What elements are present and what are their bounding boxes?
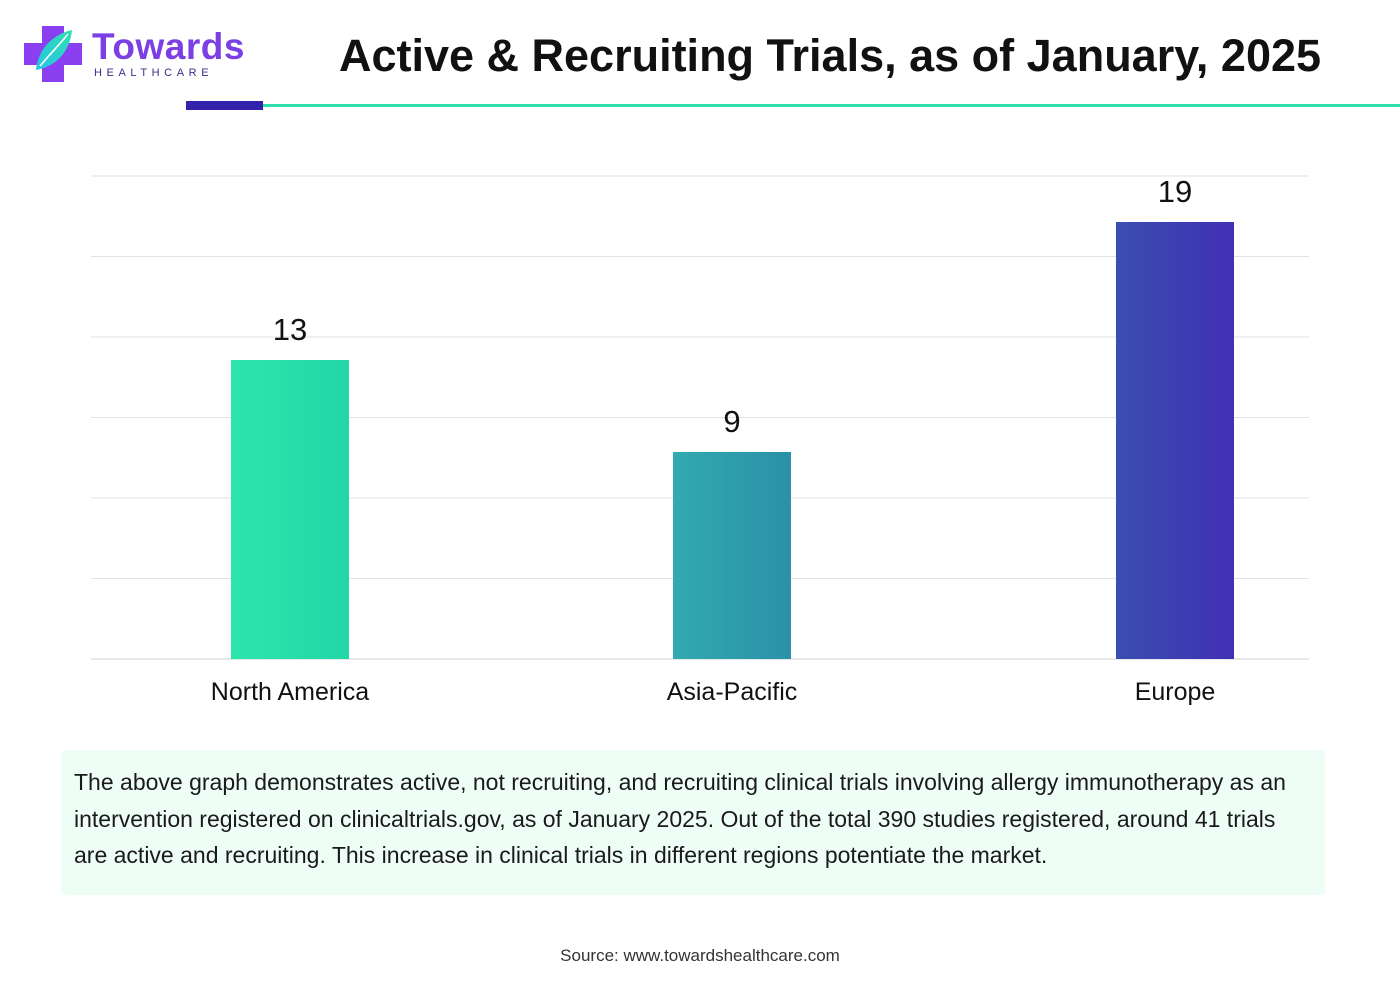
- header-divider: [262, 104, 1400, 107]
- caption-box: The above graph demonstrates active, not…: [61, 750, 1325, 895]
- medical-cross-leaf-icon: [24, 26, 82, 82]
- x-tick-label: Europe: [1135, 678, 1216, 706]
- data-label: 19: [1158, 174, 1192, 209]
- data-label: 9: [723, 404, 740, 439]
- data-label: 13: [273, 312, 307, 347]
- brand-logo: Towards HEALTHCARE: [22, 24, 252, 88]
- header-divider-accent: [186, 101, 263, 110]
- bar-chart: 13 9 19 North America Asia-Pacific Europe: [91, 174, 1309, 706]
- logo-subtitle: HEALTHCARE: [94, 67, 214, 79]
- bar-north-america: [231, 360, 349, 659]
- logo-name: Towards: [92, 26, 245, 67]
- bar-asia-pacific: [673, 452, 791, 659]
- chart-title: Active & Recruiting Trials, as of Januar…: [338, 30, 1322, 81]
- source-credit: Source: www.towardshealthcare.com: [560, 946, 840, 965]
- chart-description: The above graph demonstrates active, not…: [74, 769, 1286, 868]
- bar-europe: [1116, 222, 1234, 659]
- x-tick-label: Asia-Pacific: [667, 678, 798, 706]
- x-tick-label: North America: [211, 678, 369, 706]
